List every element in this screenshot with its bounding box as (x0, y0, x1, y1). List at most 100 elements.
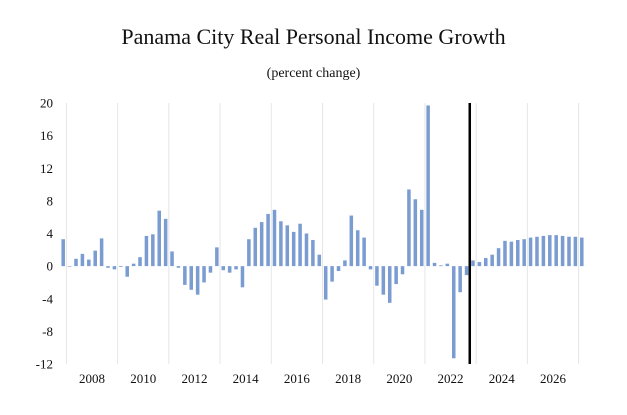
bar (151, 234, 155, 267)
bar (157, 210, 161, 267)
bar (80, 253, 85, 267)
bar (131, 263, 136, 267)
bar (528, 237, 533, 267)
bar (381, 266, 386, 295)
bar (215, 247, 219, 267)
bar (451, 266, 456, 359)
bar (272, 209, 277, 267)
bar (426, 105, 430, 267)
y-tick-label: 8 (47, 193, 54, 208)
bar (490, 254, 494, 267)
bar (548, 235, 552, 267)
bar (419, 209, 424, 267)
bar (458, 266, 462, 293)
bar (208, 266, 213, 273)
y-tick-label: -12 (36, 357, 53, 372)
bar-series (61, 105, 584, 359)
bar (343, 260, 347, 267)
bar (541, 235, 546, 267)
bar (336, 266, 341, 272)
bar (291, 231, 296, 267)
bar (394, 266, 398, 285)
bar (445, 263, 450, 267)
bar (234, 266, 238, 270)
bar (323, 266, 328, 300)
bar (93, 250, 97, 267)
bar (189, 266, 194, 290)
bar (311, 240, 315, 267)
chart-subtitle: (percent change) (266, 66, 361, 81)
bar (240, 266, 245, 288)
bar (144, 235, 149, 267)
y-tick-label: 16 (40, 128, 54, 143)
bar (195, 266, 200, 295)
bar (362, 237, 366, 267)
chart-title: Panama City Real Personal Income Growth (121, 24, 506, 49)
bar (221, 266, 226, 271)
bar (138, 257, 142, 267)
bar (496, 248, 501, 267)
bar (464, 266, 469, 276)
bar (298, 223, 302, 267)
bar (355, 230, 360, 267)
bar (266, 213, 270, 267)
bar (349, 215, 354, 267)
bar (253, 227, 258, 267)
bar (535, 236, 539, 267)
bar (227, 266, 232, 273)
x-tick-label: 2022 (438, 371, 464, 386)
x-tick-label: 2024 (489, 371, 516, 386)
bar (330, 266, 334, 282)
bar (522, 239, 526, 267)
bar (317, 254, 322, 267)
bar (74, 258, 78, 267)
bar (375, 266, 379, 286)
x-tick-label: 2016 (284, 371, 311, 386)
bar (567, 236, 571, 267)
x-tick-label: 2018 (335, 371, 361, 386)
y-tick-label: 0 (47, 259, 54, 274)
bar (285, 225, 290, 267)
bar (304, 233, 309, 267)
bar (560, 235, 565, 267)
bar (580, 237, 584, 267)
bar (99, 238, 104, 267)
y-tick-label: -8 (42, 324, 53, 339)
grid-lines (65, 103, 580, 364)
bar (477, 262, 482, 267)
y-tick-label: 12 (40, 161, 53, 176)
y-tick-label: -4 (42, 291, 53, 306)
bar (61, 239, 65, 267)
bar (509, 241, 514, 267)
bar (87, 259, 91, 267)
bar (112, 266, 117, 270)
bar (368, 266, 373, 270)
x-tick-label: 2026 (540, 371, 567, 386)
bar (163, 218, 168, 267)
bar (202, 266, 206, 283)
bar (439, 265, 443, 267)
bar (516, 240, 520, 267)
bar (573, 236, 578, 267)
bar (387, 266, 392, 303)
y-tick-label: 4 (47, 226, 54, 241)
bar (119, 266, 123, 267)
bar (503, 240, 507, 267)
x-tick-label: 2012 (181, 371, 207, 386)
bar (554, 235, 558, 267)
bar (106, 266, 110, 268)
bar (247, 239, 251, 267)
bar (259, 222, 264, 267)
bar (183, 266, 187, 285)
bar (170, 251, 174, 267)
bar (413, 199, 418, 267)
bar (407, 189, 411, 267)
bar (484, 257, 488, 267)
bar (471, 260, 475, 267)
x-tick-label: 2008 (79, 371, 105, 386)
bar (176, 266, 181, 268)
bar (67, 266, 72, 267)
y-axis: 20 16 12 8 4 0 -4 -8 -12 (36, 96, 54, 372)
x-tick-label: 2014 (233, 371, 260, 386)
